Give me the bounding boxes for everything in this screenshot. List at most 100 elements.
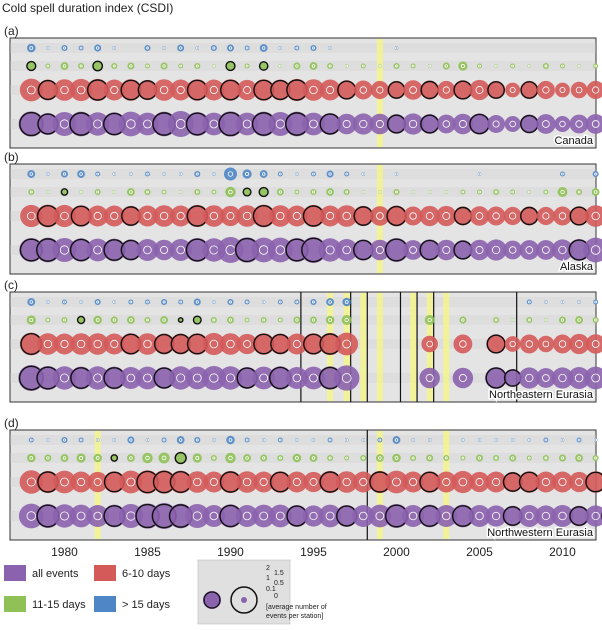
point-15days-1994 [294,299,300,305]
point-1115days-1978 [26,61,37,71]
point-1115days-1982 [93,453,102,463]
inner-ring-2012 [593,190,598,194]
inner-ring-1992 [259,477,268,487]
point-610days-1998 [353,205,374,227]
point-610days-1986 [153,79,175,101]
inner-ring-1980 [59,119,70,129]
inner-ring-2007 [511,64,515,68]
point-610days-2003 [436,205,457,227]
inner-ring-2009 [544,64,548,68]
inner-ring-1988 [195,46,199,50]
inner-ring-1998 [361,190,365,194]
point-1115days-1990 [226,316,234,324]
point-allevents-1998 [352,505,375,527]
point-allevents-1999 [369,239,391,261]
point-1115days-1983 [110,454,118,462]
point-allevents-1985 [136,366,159,390]
inner-ring-1991 [245,64,249,68]
point-allevents-1981 [69,504,93,528]
inner-ring-1982 [96,172,100,176]
point-allevents-1981 [69,238,93,262]
point-1115days-1995 [309,454,318,462]
point-1115days-2010 [560,63,565,69]
inner-ring-2003 [442,120,450,128]
inner-ring-2009 [544,456,548,460]
point-610days-1990 [219,333,242,355]
inner-ring-1982 [95,456,100,460]
inner-ring-2003 [442,212,451,220]
inner-ring-1978 [26,211,36,221]
point-610days-2002 [418,471,441,493]
point-610days-1980 [53,470,76,494]
point-610days-1998 [352,471,374,493]
point-allevents-1982 [86,505,109,527]
inner-ring-1991 [245,46,249,50]
legend-swatch-1 [94,565,116,581]
inner-ring-1996 [328,46,332,50]
point-610days-1993 [269,205,292,227]
ring-1992 [258,61,269,71]
point-1115days-1996 [325,315,335,325]
x-tick-1995: 1995 [300,545,327,559]
point-610days-1994 [286,471,308,493]
inner-ring-2000 [394,456,399,460]
point-allevents-2007 [502,505,523,527]
inner-ring-1998 [361,438,365,442]
inner-ring-1981 [76,339,86,349]
inner-ring-2010 [559,87,566,93]
inner-ring-1982 [93,211,102,221]
inner-ring-2009 [542,212,550,220]
point-610days-1985 [136,333,159,355]
point-15days-1990 [226,435,235,445]
point-allevents-2012 [585,114,602,134]
inner-ring-2006 [491,511,501,521]
inner-ring-2009 [542,374,550,382]
point-allevents-2009 [536,368,556,388]
inner-ring-2001 [409,477,418,487]
region-label-1: Alaska [560,261,594,273]
point-15days-1997 [342,297,351,307]
point-1115days-1983 [111,62,118,70]
inner-ring-2009 [544,190,548,194]
point-610days-1986 [153,333,175,355]
point-allevents-2007 [503,369,522,387]
inner-ring-1994 [295,46,299,50]
inner-ring-1990 [226,212,235,220]
point-allevents-1983 [102,504,126,528]
inner-ring-1987 [175,119,186,129]
point-1115days-2007 [510,63,516,69]
inner-ring-2002 [425,212,434,220]
inner-ring-1999 [378,190,382,194]
point-allevents-1986 [153,239,175,261]
ring-1991 [242,187,252,197]
point-allevents-2000 [384,237,409,263]
inner-ring-2001 [409,86,417,94]
point-15days-1987 [177,44,185,52]
inner-ring-1989 [212,438,216,442]
inner-ring-1980 [63,300,66,304]
inner-ring-2006 [494,190,498,194]
inner-ring-1989 [212,172,216,176]
point-1115days-2005 [475,454,483,462]
inner-ring-2007 [511,438,515,442]
point-610days-2004 [451,470,474,494]
point-610days-1995 [302,79,325,101]
point-1115days-1990 [225,61,236,71]
inner-ring-2003 [442,511,451,521]
legend-swatch-2 [4,596,26,612]
inner-ring-2010 [558,212,567,220]
point-1115days-2009 [542,62,549,70]
point-allevents-1983 [102,238,126,262]
inner-ring-2005 [475,511,484,521]
point-1115days-2006 [493,316,500,324]
point-610days-1987 [170,79,192,101]
inner-ring-2000 [392,477,401,487]
point-610days-1999 [370,206,390,226]
inner-ring-1994 [292,339,301,349]
inner-ring-2010 [560,456,565,460]
point-allevents-2006 [485,239,507,261]
inner-ring-2005 [478,172,481,176]
inner-ring-1992 [259,373,269,383]
inner-ring-1989 [209,211,219,221]
inner-ring-1985 [146,300,149,304]
